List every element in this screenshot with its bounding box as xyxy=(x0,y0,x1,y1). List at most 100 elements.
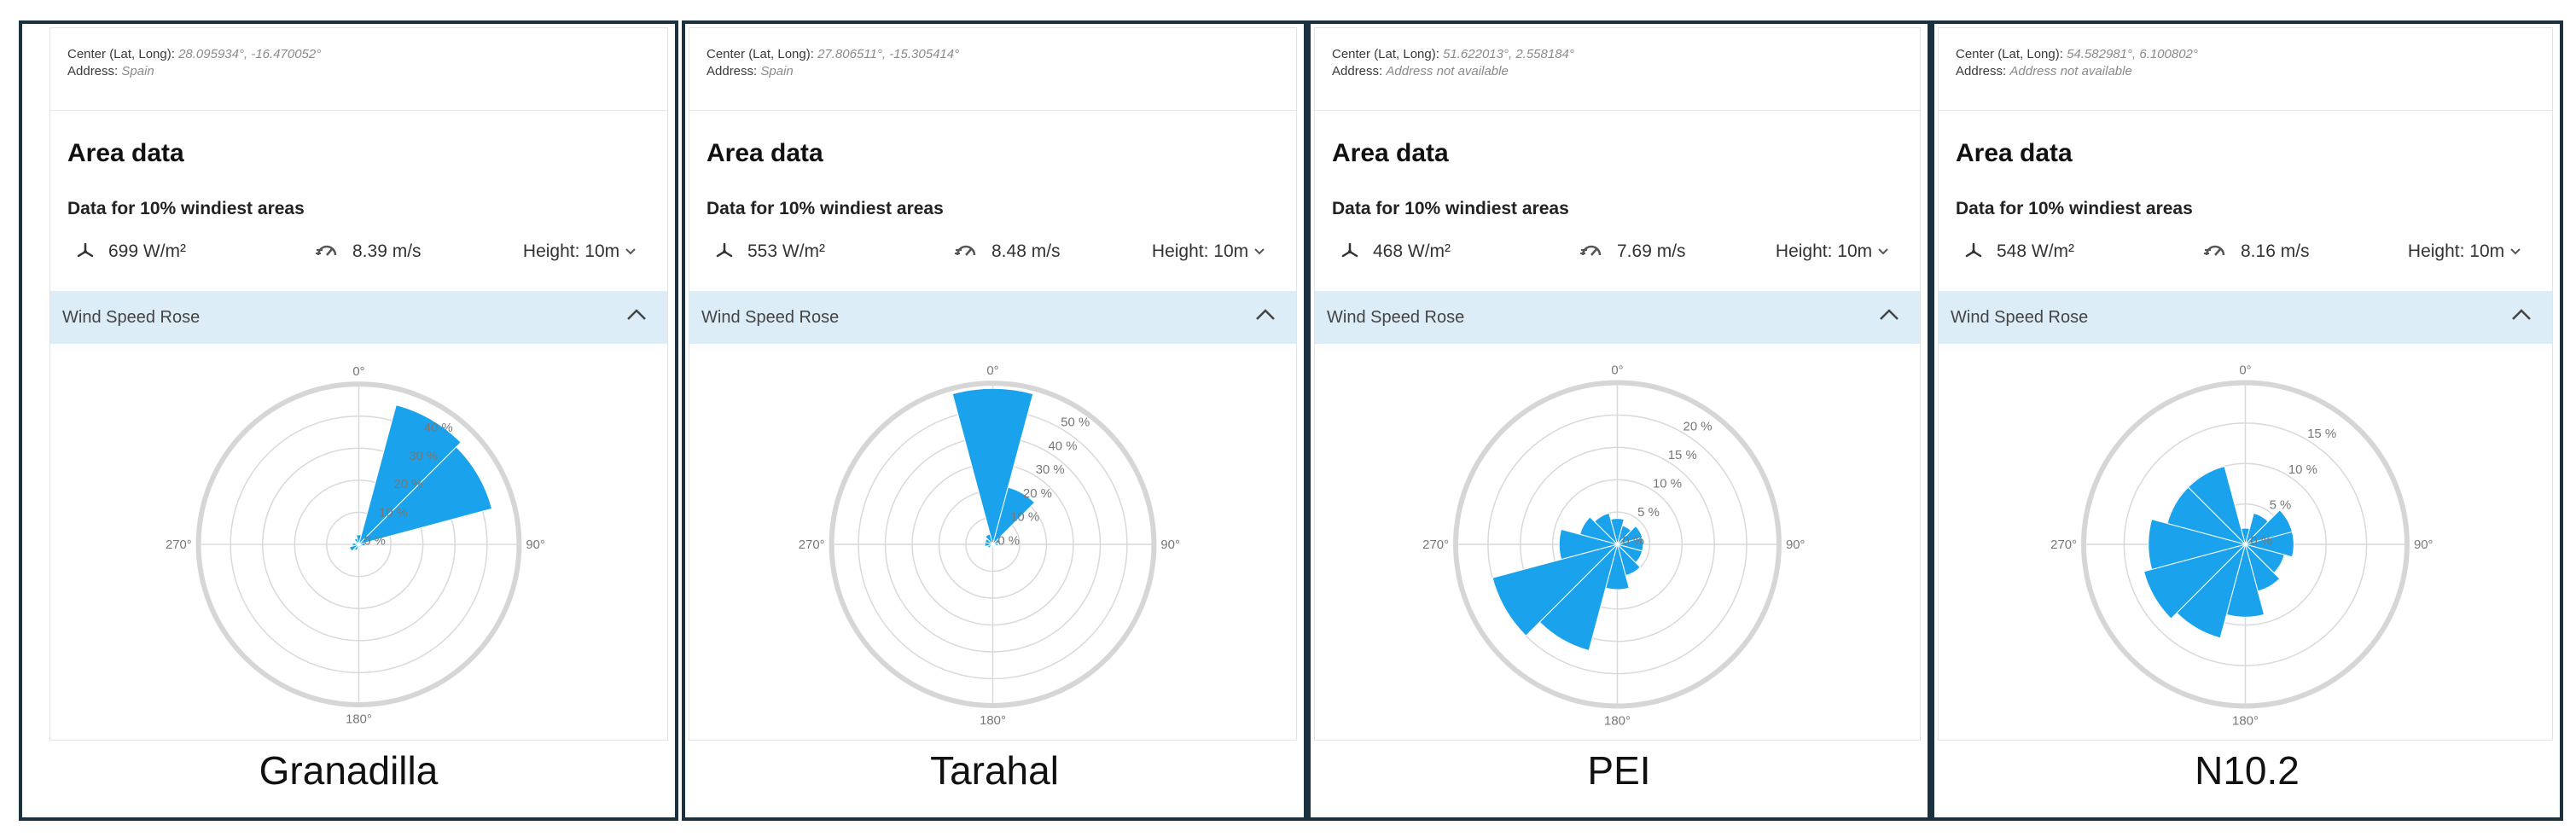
area-subtitle: Data for 10% windiest areas xyxy=(1332,199,1569,218)
direction-label: 180° xyxy=(1604,713,1631,728)
radial-tick-label: 0 % xyxy=(997,534,1020,548)
direction-label: 90° xyxy=(2414,538,2434,552)
stats-row: 553 W/m² 8.48 m/s Height: 10m xyxy=(707,241,1279,276)
area-card: Center (Lat, Long): 27.806511°, -15.3054… xyxy=(689,27,1297,741)
wind-rose-bar xyxy=(1492,543,1619,636)
wind-speed: 8.48 m/s xyxy=(954,241,1061,262)
wind-speed: 7.69 m/s xyxy=(1579,241,1686,262)
panel-tarahal: Center (Lat, Long): 27.806511°, -15.3054… xyxy=(682,20,1307,821)
rose-title: Wind Speed Rose xyxy=(1327,308,1465,327)
wind-rose-bar xyxy=(2187,465,2247,546)
direction-label: 0° xyxy=(2239,363,2251,378)
radial-tick-label: 0 % xyxy=(2250,533,2272,548)
divider xyxy=(689,110,1296,111)
height-select[interactable]: Height: 10m xyxy=(523,241,650,262)
area-card: Center (Lat, Long): 28.095934°, -16.4700… xyxy=(49,27,668,741)
wind-rose-chart: 0 % 5 % 10 % 15 % 20 % 0° 90° 180° 270° xyxy=(1315,361,1920,736)
chevron-up-icon[interactable] xyxy=(1879,308,1899,322)
direction-label: 180° xyxy=(2232,713,2259,728)
radial-tick-label: 10 % xyxy=(2288,462,2317,477)
height-select[interactable]: Height: 10m xyxy=(2408,241,2535,262)
height-select[interactable]: Height: 10m xyxy=(1152,241,1279,262)
center-coordinates: Center (Lat, Long): 54.582981°, 6.100802… xyxy=(1956,47,2198,61)
panel-pei: Center (Lat, Long): 51.622013°, 2.558184… xyxy=(1307,20,1931,821)
area-subtitle: Data for 10% windiest areas xyxy=(1956,199,2193,218)
wind-turbine-icon xyxy=(77,243,94,258)
stats-row: 468 W/m² 7.69 m/s Height: 10m xyxy=(1332,241,1903,276)
direction-label: 0° xyxy=(1611,363,1623,378)
area-title: Area data xyxy=(67,139,184,167)
radial-tick-label: 5 % xyxy=(2270,498,2292,513)
wind-speed-rose-header[interactable]: Wind Speed Rose xyxy=(50,291,667,344)
chevron-down-icon xyxy=(1878,248,1888,255)
panel-n10-2: Center (Lat, Long): 54.582981°, 6.100802… xyxy=(1931,20,2563,821)
rose-title: Wind Speed Rose xyxy=(1951,308,2089,327)
wind-speed-rose-header[interactable]: Wind Speed Rose xyxy=(1315,291,1920,344)
radial-tick-label: 40 % xyxy=(1048,439,1077,453)
power-density: 553 W/m² xyxy=(715,241,825,262)
direction-label: 270° xyxy=(799,538,825,552)
wind-rose-bar xyxy=(951,387,1034,546)
wind-speed-rose-header[interactable]: Wind Speed Rose xyxy=(689,291,1296,344)
area-title: Area data xyxy=(1956,139,2073,167)
divider xyxy=(1315,110,1920,111)
chevron-up-icon[interactable] xyxy=(1255,308,1276,322)
wind-rose-bar xyxy=(357,446,493,546)
chevron-down-icon xyxy=(1254,248,1265,255)
wind-speed-icon xyxy=(1580,246,1602,257)
wind-rose-bar xyxy=(991,486,1036,546)
wind-turbine-icon xyxy=(1341,243,1358,258)
wind-rose-bar xyxy=(2143,543,2247,619)
radial-tick-label: 30 % xyxy=(1036,463,1065,477)
wind-rose-bar xyxy=(1579,516,1619,545)
wind-rose-svg: 0 % 5 % 10 % 15 % 20 % 0° 90° 180° 270° xyxy=(1422,363,1805,729)
site-label: N10.2 xyxy=(2195,748,2300,793)
chevron-up-icon[interactable] xyxy=(626,308,647,322)
divider xyxy=(50,110,667,111)
chevron-up-icon[interactable] xyxy=(2511,308,2532,322)
direction-label: 90° xyxy=(1160,538,1180,552)
area-title: Area data xyxy=(1332,139,1449,167)
wind-rose-bar xyxy=(2243,531,2294,558)
power-density: 699 W/m² xyxy=(76,241,186,262)
area-subtitle: Data for 10% windiest areas xyxy=(67,199,305,218)
wind-rose-chart: 0 % 5 % 10 % 15 % 0° 90° 180° 270° xyxy=(1939,361,2552,736)
rose-title: Wind Speed Rose xyxy=(62,308,201,327)
radial-tick-label: 10 % xyxy=(1653,477,1682,491)
wind-speed: 8.16 m/s xyxy=(2203,241,2310,262)
site-label: Granadilla xyxy=(259,748,439,793)
wind-speed-rose-header[interactable]: Wind Speed Rose xyxy=(1939,291,2552,344)
wind-speed-icon xyxy=(2204,246,2225,257)
direction-label: 90° xyxy=(526,538,544,552)
chevron-down-icon xyxy=(625,248,636,255)
divider xyxy=(1939,110,2552,111)
direction-label: 270° xyxy=(166,538,192,552)
radial-tick-label: 30 % xyxy=(409,450,438,463)
radial-tick-label: 0 % xyxy=(363,535,386,549)
wind-rose-bar xyxy=(352,542,361,547)
wind-rose-bar xyxy=(984,533,994,546)
site-label: Tarahal xyxy=(930,748,1059,793)
wind-rose-bar xyxy=(1558,528,1619,561)
direction-label: 180° xyxy=(346,713,372,727)
wind-rose-svg: 0 % 5 % 10 % 15 % 0° 90° 180° 270° xyxy=(2050,363,2434,729)
power-density: 468 W/m² xyxy=(1340,241,1451,262)
radial-tick-label: 20 % xyxy=(1023,487,1052,501)
center-coordinates: Center (Lat, Long): 51.622013°, 2.558184… xyxy=(1332,47,1574,61)
stats-row: 699 W/m² 8.39 m/s Height: 10m xyxy=(67,241,650,276)
radial-tick-label: 5 % xyxy=(1637,505,1660,520)
radial-tick-label: 10 % xyxy=(379,506,408,520)
radial-tick-label: 0 % xyxy=(1622,533,1644,548)
wind-rose-bar xyxy=(349,543,361,552)
area-title: Area data xyxy=(707,139,823,167)
direction-label: 180° xyxy=(980,714,1006,728)
chevron-down-icon xyxy=(2510,248,2521,255)
radial-tick-label: 20 % xyxy=(1683,420,1712,434)
center-coordinates: Center (Lat, Long): 28.095934°, -16.4700… xyxy=(67,47,322,61)
height-select[interactable]: Height: 10m xyxy=(1776,241,1903,262)
wind-speed: 8.39 m/s xyxy=(315,241,422,262)
address: Address: Address not available xyxy=(1956,64,2132,78)
wind-rose-bar xyxy=(358,404,462,546)
stats-row: 548 W/m² 8.16 m/s Height: 10m xyxy=(1956,241,2535,276)
center-coordinates: Center (Lat, Long): 27.806511°, -15.3054… xyxy=(707,47,960,61)
